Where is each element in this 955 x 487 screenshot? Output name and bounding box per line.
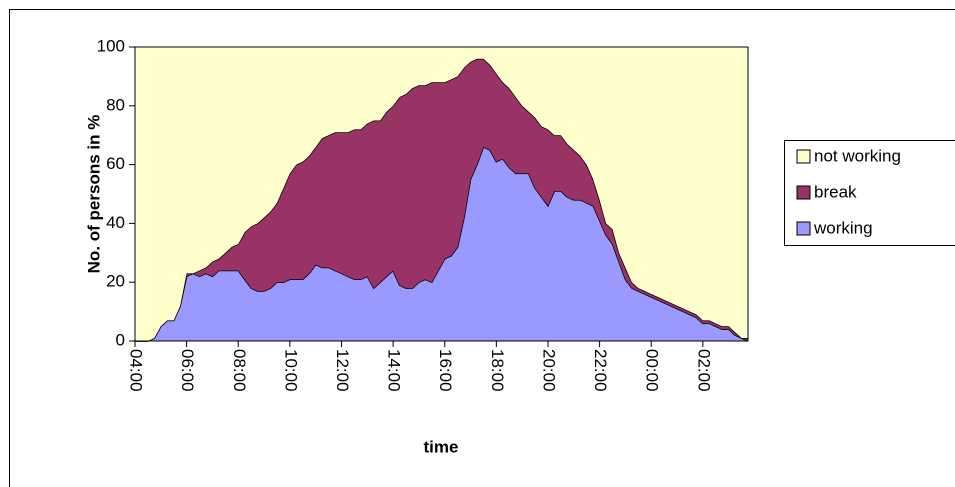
- area: [135, 146, 748, 341]
- x-tick-label: 16:00: [436, 349, 455, 392]
- x-tick-label: 02:00: [694, 349, 713, 392]
- y-tick-label: 0: [116, 330, 125, 349]
- legend-swatch: [796, 185, 811, 200]
- x-axis-title: time: [424, 437, 459, 456]
- x-tick-label: 14:00: [385, 349, 404, 392]
- legend-label: working: [813, 218, 873, 237]
- y-tick-label: 80: [106, 95, 125, 114]
- x-tick-label: 08:00: [230, 349, 249, 392]
- x-tick-label: 04:00: [127, 349, 146, 392]
- x-tick-label: 22:00: [591, 349, 610, 392]
- x-tick-label: 18:00: [488, 349, 507, 392]
- x-tick-label: 20:00: [539, 349, 558, 392]
- y-tick-label: 60: [106, 154, 125, 173]
- y-tick-label: 40: [106, 213, 125, 232]
- plot-border: [134, 46, 749, 342]
- legend-swatch: [796, 149, 811, 164]
- y-tick-label: 20: [106, 272, 125, 291]
- area: [135, 47, 748, 341]
- legend-label: break: [814, 182, 857, 201]
- y-axis-title: No. of persons in %: [84, 115, 103, 274]
- area: [135, 58, 748, 341]
- legend-box: [784, 140, 955, 246]
- y-tick-label: 100: [97, 36, 125, 55]
- x-tick-label: 10:00: [281, 349, 300, 392]
- x-tick-label: 06:00: [178, 349, 197, 392]
- x-tick-label: 00:00: [643, 349, 662, 392]
- legend-label: not working: [814, 146, 901, 165]
- x-tick-label: 12:00: [333, 349, 352, 392]
- legend-swatch: [796, 221, 811, 236]
